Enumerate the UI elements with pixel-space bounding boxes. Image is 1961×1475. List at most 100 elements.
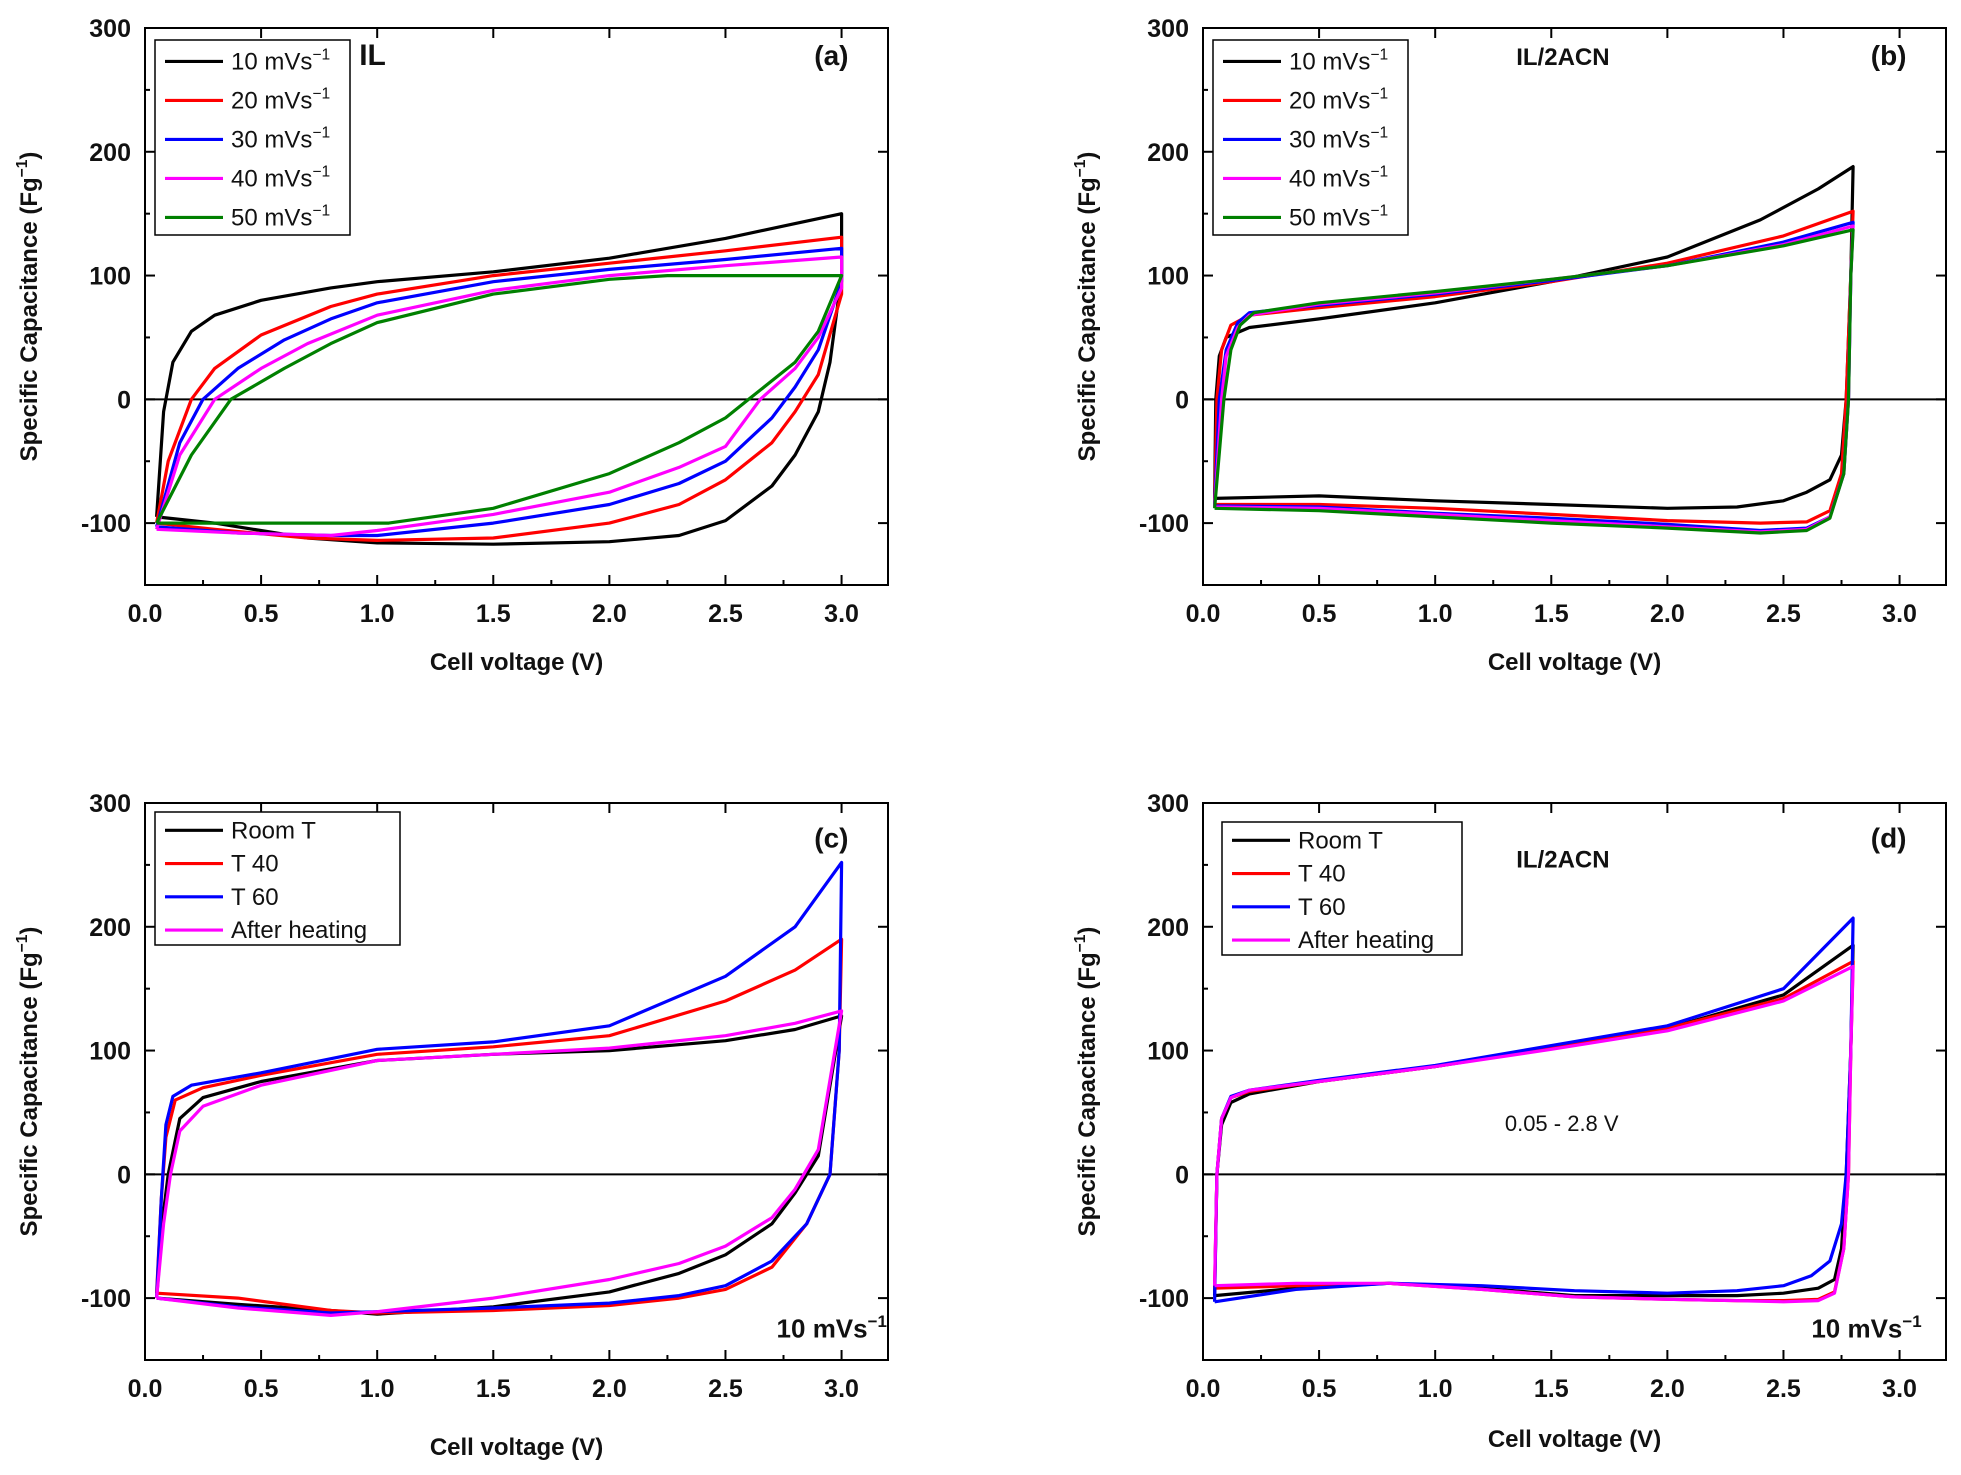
panel-a: 0.0 0.5 1.0 1.5 2.0 2.5 3.0 -100 0 100 200 300 Cell … (14, 15, 889, 676)
x-tick-label: 2.0 (1650, 600, 1685, 628)
x-tick-label: 3.0 (824, 600, 859, 628)
x-tick-label: 2.0 (592, 1375, 627, 1403)
legend: Room T T 40 T 60 After heating (1221, 821, 1463, 956)
x-tick-label: 2.5 (708, 1375, 743, 1403)
legend-label: After heating (231, 917, 367, 944)
series-line (1213, 916, 1855, 1304)
legend-label: 30 mVs−1 (231, 124, 330, 153)
x-tick-label: 1.5 (1534, 1375, 1569, 1403)
x-tick-label: 0.5 (244, 1375, 279, 1403)
y-tick-label: -100 (81, 510, 131, 538)
y-axis-title: Specific Capacitance (Fg−1) (14, 152, 43, 462)
legend-label: 30 mVs−1 (1289, 124, 1388, 153)
x-tick-label: 0.0 (1186, 600, 1221, 628)
legend-label: After heating (1298, 927, 1434, 954)
y-tick-label: 300 (89, 790, 131, 818)
legend: Room T T 40 T 60 After heating (154, 811, 401, 946)
x-tick-label: 0.5 (1302, 600, 1337, 628)
legend: 10 mVs−1 20 mVs−1 30 mVs−1 40 mVs−1 50 mVs−1 (154, 39, 351, 236)
x-tick-label: 3.0 (1882, 1375, 1917, 1403)
plot-frame (1202, 802, 1947, 1361)
x-tick-label: 2.0 (1650, 1375, 1685, 1403)
legend-label: 20 mVs−1 (231, 85, 330, 114)
legend-label: Room T (231, 817, 316, 844)
y-tick-label: 300 (1147, 790, 1189, 818)
x-tick-label: 0.0 (128, 1375, 163, 1403)
x-tick-label: 2.5 (708, 600, 743, 628)
y-tick-label: -100 (81, 1285, 131, 1313)
panel-title: IL/2ACN (1516, 44, 1609, 71)
y-tick-label: 200 (89, 914, 131, 942)
annotation: 0.05 - 2.8 V (1505, 1111, 1619, 1136)
y-tick-label: 100 (89, 1038, 131, 1066)
y-tick-label: 0 (1175, 1161, 1189, 1189)
y-tick-label: 100 (1147, 1038, 1189, 1066)
legend-label: 10 mVs−1 (1289, 46, 1388, 75)
x-tick-label: 0.0 (1186, 1375, 1221, 1403)
y-tick-label: -100 (1139, 1285, 1189, 1313)
legend-box (1212, 39, 1409, 236)
x-tick-label: 2.5 (1766, 600, 1801, 628)
x-axis-title: Cell voltage (V) (1488, 649, 1661, 676)
panel-c: 0.0 0.5 1.0 1.5 2.0 2.5 3.0 -100 0 100 200 300 Cell … (14, 790, 889, 1461)
annotation: 10 mVs−1 (777, 1312, 887, 1344)
legend-label: T 40 (231, 851, 279, 878)
series-line (1213, 209, 1855, 525)
panel-title: IL/2ACN (1516, 846, 1609, 873)
series-line (1213, 220, 1855, 533)
plot-frame (144, 27, 889, 586)
legend-label: 50 mVs−1 (1289, 202, 1388, 231)
legend-label: T 40 (1298, 861, 1346, 888)
y-tick-label: 100 (1147, 263, 1189, 291)
x-tick-label: 0.5 (1302, 1375, 1337, 1403)
series-line (155, 1014, 844, 1316)
series-line (1213, 964, 1855, 1304)
y-tick-label: 100 (89, 263, 131, 291)
x-tick-label: 0.5 (244, 600, 279, 628)
series-line (155, 255, 844, 538)
x-tick-label: 2.5 (1766, 1375, 1801, 1403)
legend-label: Room T (1298, 827, 1383, 854)
y-axis-title: Specific Capacitance (Fg−1) (1072, 152, 1101, 462)
x-tick-label: 1.0 (360, 600, 395, 628)
y-tick-label: 0 (117, 386, 131, 414)
panel-b: 0.0 0.5 1.0 1.5 2.0 2.5 3.0 -100 0 100 200 300 Cell … (1072, 15, 1947, 676)
x-axis-title: Cell voltage (V) (430, 649, 603, 676)
legend: 10 mVs−1 20 mVs−1 30 mVs−1 40 mVs−1 50 mVs−1 (1212, 39, 1409, 236)
y-tick-label: 300 (89, 15, 131, 43)
x-tick-label: 1.0 (1418, 1375, 1453, 1403)
legend-label: 40 mVs−1 (1289, 163, 1388, 192)
panel-label: (a) (814, 40, 848, 71)
legend-label: 40 mVs−1 (231, 163, 330, 192)
panel-label: (d) (1871, 823, 1907, 854)
plot-frame (1202, 27, 1947, 586)
y-tick-label: -100 (1139, 510, 1189, 538)
legend-label: 10 mVs−1 (231, 46, 330, 75)
x-tick-label: 3.0 (1882, 600, 1917, 628)
x-tick-label: 1.5 (476, 600, 511, 628)
series-line (1213, 224, 1855, 534)
panel-d: 0.0 0.5 1.0 1.5 2.0 2.5 3.0 -100 0 100 200 300 Cell … (1072, 790, 1947, 1453)
y-tick-label: 200 (1147, 914, 1189, 942)
legend-label: T 60 (1298, 894, 1346, 921)
y-tick-label: 0 (117, 1161, 131, 1189)
panel-label: (b) (1871, 40, 1907, 71)
y-axis-title: Specific Capacitance (Fg−1) (1072, 927, 1101, 1237)
x-tick-label: 0.0 (128, 600, 163, 628)
series-line (155, 860, 844, 1315)
x-axis-title: Cell voltage (V) (430, 1434, 603, 1461)
legend-label: 20 mVs−1 (1289, 85, 1388, 114)
y-axis-title: Specific Capacitance (Fg−1) (14, 927, 43, 1237)
series-line (1213, 228, 1855, 535)
y-tick-label: 200 (89, 139, 131, 167)
panel-title: IL (359, 39, 386, 72)
x-axis-title: Cell voltage (V) (1488, 1426, 1661, 1453)
x-tick-label: 3.0 (824, 1375, 859, 1403)
y-tick-label: 0 (1175, 386, 1189, 414)
x-tick-label: 1.5 (476, 1375, 511, 1403)
series-line (155, 235, 844, 542)
x-tick-label: 1.0 (1418, 600, 1453, 628)
series-line (155, 937, 844, 1315)
panel-label: (c) (814, 823, 848, 854)
